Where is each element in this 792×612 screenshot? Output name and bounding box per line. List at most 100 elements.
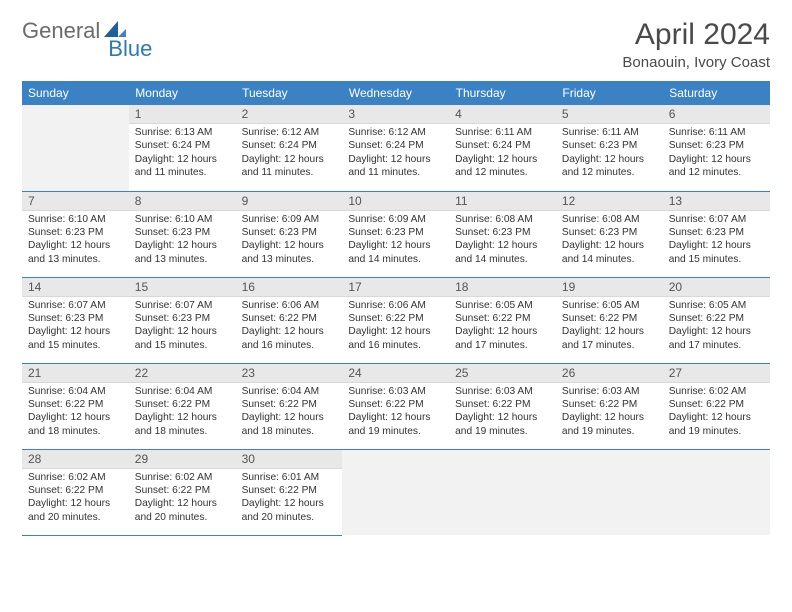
- day-data: Sunrise: 6:02 AMSunset: 6:22 PMDaylight:…: [129, 469, 236, 529]
- calendar-row: 1Sunrise: 6:13 AMSunset: 6:24 PMDaylight…: [22, 105, 770, 191]
- empty-cell: [663, 449, 770, 535]
- day-cell: 24Sunrise: 6:03 AMSunset: 6:22 PMDayligh…: [342, 363, 449, 449]
- day-cell: 5Sunrise: 6:11 AMSunset: 6:23 PMDaylight…: [556, 105, 663, 191]
- location: Bonaouin, Ivory Coast: [622, 54, 770, 71]
- day-number: 20: [663, 278, 770, 297]
- day-data: Sunrise: 6:07 AMSunset: 6:23 PMDaylight:…: [663, 211, 770, 271]
- day-cell: 17Sunrise: 6:06 AMSunset: 6:22 PMDayligh…: [342, 277, 449, 363]
- day-cell: 9Sunrise: 6:09 AMSunset: 6:23 PMDaylight…: [236, 191, 343, 277]
- calendar-row: 21Sunrise: 6:04 AMSunset: 6:22 PMDayligh…: [22, 363, 770, 449]
- logo-word-blue: Blue: [108, 36, 152, 62]
- day-number: 14: [22, 278, 129, 297]
- day-number: 2: [236, 105, 343, 124]
- day-cell: 20Sunrise: 6:05 AMSunset: 6:22 PMDayligh…: [663, 277, 770, 363]
- day-cell: 21Sunrise: 6:04 AMSunset: 6:22 PMDayligh…: [22, 363, 129, 449]
- day-number: 27: [663, 364, 770, 383]
- day-number: 29: [129, 450, 236, 469]
- day-cell: 22Sunrise: 6:04 AMSunset: 6:22 PMDayligh…: [129, 363, 236, 449]
- weekday-header: Thursday: [449, 81, 556, 105]
- day-number: 17: [342, 278, 449, 297]
- day-number: 4: [449, 105, 556, 124]
- weekday-header-row: SundayMondayTuesdayWednesdayThursdayFrid…: [22, 81, 770, 105]
- day-number: 19: [556, 278, 663, 297]
- day-cell: 12Sunrise: 6:08 AMSunset: 6:23 PMDayligh…: [556, 191, 663, 277]
- page-title: April 2024: [622, 18, 770, 52]
- day-cell: 25Sunrise: 6:03 AMSunset: 6:22 PMDayligh…: [449, 363, 556, 449]
- day-data: Sunrise: 6:09 AMSunset: 6:23 PMDaylight:…: [342, 211, 449, 271]
- day-number: 21: [22, 364, 129, 383]
- day-number: 8: [129, 192, 236, 211]
- header: General Blue April 2024 Bonaouin, Ivory …: [22, 18, 770, 71]
- day-data: Sunrise: 6:08 AMSunset: 6:23 PMDaylight:…: [556, 211, 663, 271]
- day-cell: 8Sunrise: 6:10 AMSunset: 6:23 PMDaylight…: [129, 191, 236, 277]
- day-data: Sunrise: 6:06 AMSunset: 6:22 PMDaylight:…: [236, 297, 343, 357]
- empty-cell: [449, 449, 556, 535]
- calendar-body: 1Sunrise: 6:13 AMSunset: 6:24 PMDaylight…: [22, 105, 770, 535]
- day-data: Sunrise: 6:03 AMSunset: 6:22 PMDaylight:…: [342, 383, 449, 443]
- day-number: 6: [663, 105, 770, 124]
- day-cell: 7Sunrise: 6:10 AMSunset: 6:23 PMDaylight…: [22, 191, 129, 277]
- day-data: Sunrise: 6:03 AMSunset: 6:22 PMDaylight:…: [556, 383, 663, 443]
- day-data: Sunrise: 6:02 AMSunset: 6:22 PMDaylight:…: [22, 469, 129, 529]
- day-cell: 6Sunrise: 6:11 AMSunset: 6:23 PMDaylight…: [663, 105, 770, 191]
- weekday-header: Wednesday: [342, 81, 449, 105]
- day-cell: 1Sunrise: 6:13 AMSunset: 6:24 PMDaylight…: [129, 105, 236, 191]
- day-number: 24: [342, 364, 449, 383]
- day-number: 11: [449, 192, 556, 211]
- day-number: 15: [129, 278, 236, 297]
- day-data: Sunrise: 6:12 AMSunset: 6:24 PMDaylight:…: [236, 124, 343, 184]
- day-data: Sunrise: 6:07 AMSunset: 6:23 PMDaylight:…: [22, 297, 129, 357]
- day-data: Sunrise: 6:05 AMSunset: 6:22 PMDaylight:…: [449, 297, 556, 357]
- day-cell: 19Sunrise: 6:05 AMSunset: 6:22 PMDayligh…: [556, 277, 663, 363]
- day-cell: 11Sunrise: 6:08 AMSunset: 6:23 PMDayligh…: [449, 191, 556, 277]
- day-number: 12: [556, 192, 663, 211]
- day-data: Sunrise: 6:10 AMSunset: 6:23 PMDaylight:…: [129, 211, 236, 271]
- weekday-header: Friday: [556, 81, 663, 105]
- day-cell: 18Sunrise: 6:05 AMSunset: 6:22 PMDayligh…: [449, 277, 556, 363]
- weekday-header: Saturday: [663, 81, 770, 105]
- day-number: 5: [556, 105, 663, 124]
- day-data: Sunrise: 6:07 AMSunset: 6:23 PMDaylight:…: [129, 297, 236, 357]
- day-cell: 4Sunrise: 6:11 AMSunset: 6:24 PMDaylight…: [449, 105, 556, 191]
- day-data: Sunrise: 6:11 AMSunset: 6:23 PMDaylight:…: [663, 124, 770, 184]
- day-data: Sunrise: 6:04 AMSunset: 6:22 PMDaylight:…: [129, 383, 236, 443]
- day-data: Sunrise: 6:06 AMSunset: 6:22 PMDaylight:…: [342, 297, 449, 357]
- day-number: 7: [22, 192, 129, 211]
- day-cell: 29Sunrise: 6:02 AMSunset: 6:22 PMDayligh…: [129, 449, 236, 535]
- day-data: Sunrise: 6:05 AMSunset: 6:22 PMDaylight:…: [663, 297, 770, 357]
- day-number: 18: [449, 278, 556, 297]
- calendar-row: 7Sunrise: 6:10 AMSunset: 6:23 PMDaylight…: [22, 191, 770, 277]
- title-block: April 2024 Bonaouin, Ivory Coast: [622, 18, 770, 71]
- day-cell: 13Sunrise: 6:07 AMSunset: 6:23 PMDayligh…: [663, 191, 770, 277]
- day-cell: 2Sunrise: 6:12 AMSunset: 6:24 PMDaylight…: [236, 105, 343, 191]
- day-number: 13: [663, 192, 770, 211]
- empty-cell: [342, 449, 449, 535]
- day-number: 22: [129, 364, 236, 383]
- day-cell: 16Sunrise: 6:06 AMSunset: 6:22 PMDayligh…: [236, 277, 343, 363]
- day-number: 10: [342, 192, 449, 211]
- calendar-row: 14Sunrise: 6:07 AMSunset: 6:23 PMDayligh…: [22, 277, 770, 363]
- day-data: Sunrise: 6:08 AMSunset: 6:23 PMDaylight:…: [449, 211, 556, 271]
- day-data: Sunrise: 6:09 AMSunset: 6:23 PMDaylight:…: [236, 211, 343, 271]
- day-number: 16: [236, 278, 343, 297]
- day-cell: 27Sunrise: 6:02 AMSunset: 6:22 PMDayligh…: [663, 363, 770, 449]
- logo-word-general: General: [22, 18, 100, 44]
- empty-cell: [22, 105, 129, 191]
- day-number: 23: [236, 364, 343, 383]
- day-cell: 28Sunrise: 6:02 AMSunset: 6:22 PMDayligh…: [22, 449, 129, 535]
- day-cell: 3Sunrise: 6:12 AMSunset: 6:24 PMDaylight…: [342, 105, 449, 191]
- day-data: Sunrise: 6:05 AMSunset: 6:22 PMDaylight:…: [556, 297, 663, 357]
- day-number: 9: [236, 192, 343, 211]
- day-number: 1: [129, 105, 236, 124]
- day-data: Sunrise: 6:13 AMSunset: 6:24 PMDaylight:…: [129, 124, 236, 184]
- day-number: 30: [236, 450, 343, 469]
- day-data: Sunrise: 6:10 AMSunset: 6:23 PMDaylight:…: [22, 211, 129, 271]
- logo: General Blue: [22, 18, 152, 44]
- day-number: 25: [449, 364, 556, 383]
- day-data: Sunrise: 6:03 AMSunset: 6:22 PMDaylight:…: [449, 383, 556, 443]
- day-cell: 10Sunrise: 6:09 AMSunset: 6:23 PMDayligh…: [342, 191, 449, 277]
- day-number: 26: [556, 364, 663, 383]
- day-data: Sunrise: 6:01 AMSunset: 6:22 PMDaylight:…: [236, 469, 343, 529]
- day-data: Sunrise: 6:04 AMSunset: 6:22 PMDaylight:…: [236, 383, 343, 443]
- day-data: Sunrise: 6:12 AMSunset: 6:24 PMDaylight:…: [342, 124, 449, 184]
